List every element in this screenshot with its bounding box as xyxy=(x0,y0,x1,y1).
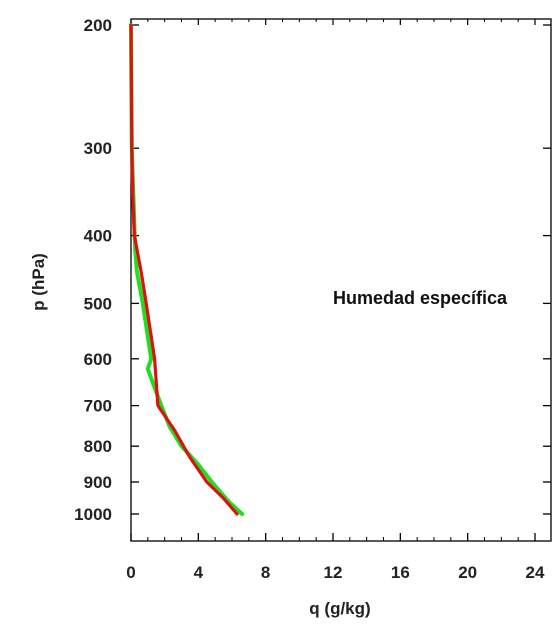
y-tick-label: 900 xyxy=(84,473,112,492)
x-tick-label: 4 xyxy=(194,563,204,582)
series-line-2 xyxy=(129,23,239,516)
y-tick-label: 800 xyxy=(84,437,112,456)
y-tick-label: 500 xyxy=(84,294,112,313)
y-tick-label: 1000 xyxy=(74,505,112,524)
x-axis-ticks: 0 4 8 12 16 20 24 xyxy=(126,19,545,582)
y-tick-label: 700 xyxy=(84,397,112,416)
x-tick-label: 8 xyxy=(261,563,270,582)
x-axis-label: q (g/kg) xyxy=(309,599,370,618)
y-tick-label: 600 xyxy=(84,350,112,369)
chart-annotation: Humedad específica xyxy=(333,288,508,308)
x-tick-label: 12 xyxy=(324,563,343,582)
y-tick-label: 400 xyxy=(84,227,112,246)
y-tick-label: 300 xyxy=(84,139,112,158)
series-layer xyxy=(129,23,245,516)
series-line-1 xyxy=(129,23,245,516)
y-axis-label: p (hPa) xyxy=(29,253,48,311)
y-tick-label: 200 xyxy=(84,16,112,35)
plot-border xyxy=(130,18,552,542)
x-tick-label: 20 xyxy=(458,563,477,582)
x-tick-label: 24 xyxy=(526,563,545,582)
y-axis-ticks: 200 300 400 500 600 700 800 900 1000 xyxy=(74,16,551,524)
plot-frame xyxy=(130,18,552,542)
x-tick-label: 16 xyxy=(391,563,410,582)
x-tick-label: 0 xyxy=(126,563,135,582)
